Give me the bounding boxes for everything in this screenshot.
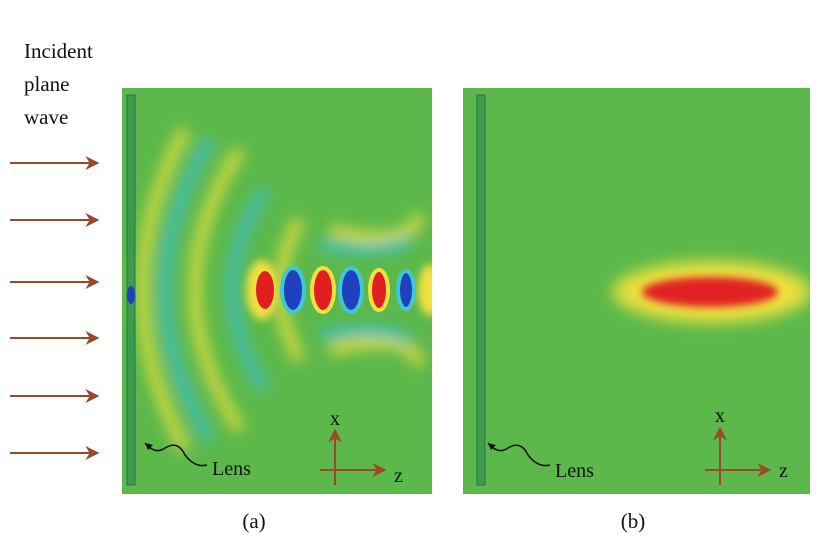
lens-pointer-head xyxy=(488,443,496,450)
lens-label: Lens xyxy=(212,458,251,480)
axes-a xyxy=(320,428,387,485)
caption: (a) xyxy=(242,509,265,533)
caption: (b) xyxy=(621,509,646,533)
axis-label-x: x xyxy=(715,405,725,427)
field-panel-a xyxy=(122,88,432,494)
lens-label: Lens xyxy=(555,460,594,482)
incident-label: Incident xyxy=(24,39,93,63)
incident-label: plane xyxy=(24,72,69,96)
lens-pointer xyxy=(144,442,208,467)
lens-pointer xyxy=(487,442,551,467)
incident-label: wave xyxy=(24,105,68,129)
lens-pointer-head xyxy=(145,443,153,450)
axes-b xyxy=(705,426,772,485)
axis-label-z: z xyxy=(394,465,403,487)
axis-label-z: z xyxy=(779,460,788,482)
axis-label-x: x xyxy=(330,408,340,430)
field-panel-b xyxy=(463,88,810,494)
incident-arrows xyxy=(10,156,100,460)
